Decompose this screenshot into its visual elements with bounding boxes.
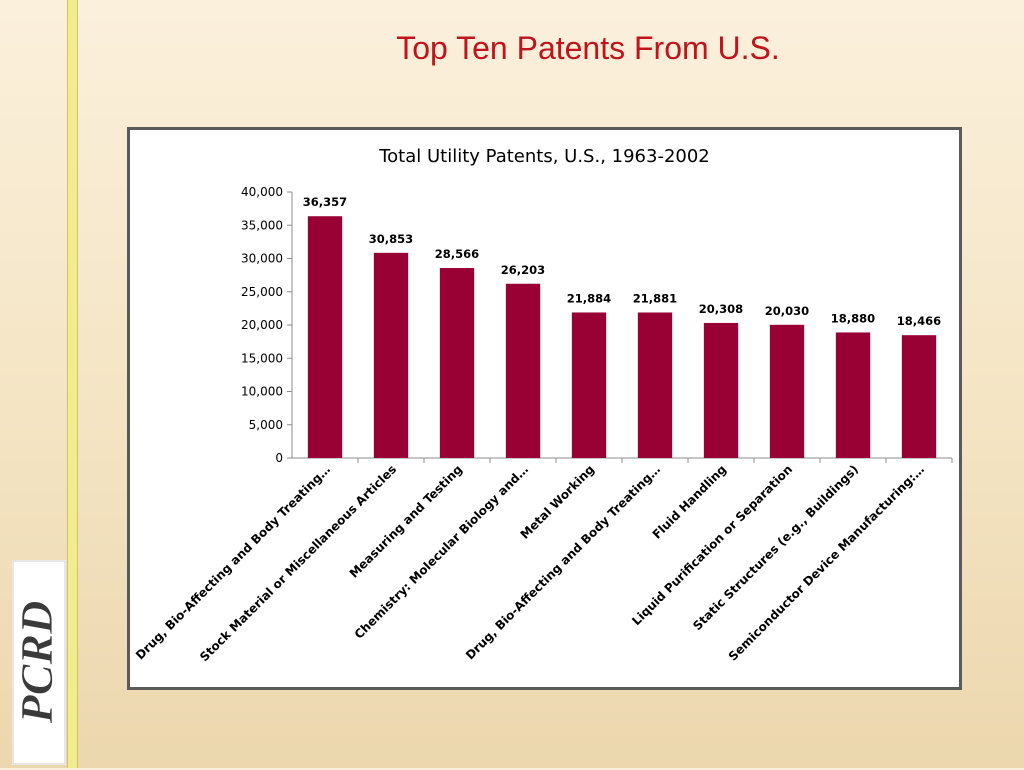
y-tick-label: 10,000 bbox=[241, 385, 283, 399]
y-tick-label: 20,000 bbox=[241, 318, 283, 332]
y-tick-label: 5,000 bbox=[249, 418, 283, 432]
bar bbox=[901, 335, 937, 458]
svg-text:PCRD: PCRD bbox=[12, 601, 62, 725]
bar bbox=[637, 312, 673, 458]
y-tick-label: 30,000 bbox=[241, 252, 283, 266]
bar bbox=[505, 283, 541, 458]
data-label: 36,357 bbox=[303, 195, 347, 209]
data-label: 26,203 bbox=[501, 263, 545, 277]
bar-chart: 0 5,000 10,000 15,000 20,000 25,000 30,000 35,0… bbox=[133, 185, 953, 664]
y-tick-label: 0 bbox=[275, 451, 283, 465]
y-tick-label: 25,000 bbox=[241, 285, 283, 299]
data-label: 21,881 bbox=[633, 291, 677, 305]
bar bbox=[769, 324, 805, 458]
data-label: 18,880 bbox=[831, 311, 875, 325]
data-label: 21,884 bbox=[567, 291, 611, 305]
data-label: 28,566 bbox=[435, 247, 479, 261]
y-tick-label: 15,000 bbox=[241, 351, 283, 365]
bar bbox=[307, 216, 343, 458]
data-label: 20,030 bbox=[765, 304, 809, 318]
y-tick-label: 35,000 bbox=[241, 218, 283, 232]
bar bbox=[835, 332, 871, 458]
bar bbox=[703, 322, 739, 458]
slide-title: Top Ten Patents From U.S. bbox=[396, 30, 780, 66]
accent-side-bar bbox=[67, 0, 78, 768]
bar bbox=[571, 312, 607, 458]
data-label: 18,466 bbox=[897, 314, 941, 328]
pcrd-logo: PCRD bbox=[11, 560, 66, 765]
bar bbox=[373, 252, 409, 458]
chart-title: Total Utility Patents, U.S., 1963-2002 bbox=[379, 146, 710, 167]
chart-frame: Total Utility Patents, U.S., 1963-2002 0… bbox=[127, 127, 962, 690]
x-category-label: Measuring and Testing bbox=[347, 462, 465, 580]
data-label: 20,308 bbox=[699, 302, 743, 316]
y-tick-label: 40,000 bbox=[241, 185, 283, 199]
data-label: 30,853 bbox=[369, 232, 413, 246]
bar bbox=[439, 268, 475, 458]
